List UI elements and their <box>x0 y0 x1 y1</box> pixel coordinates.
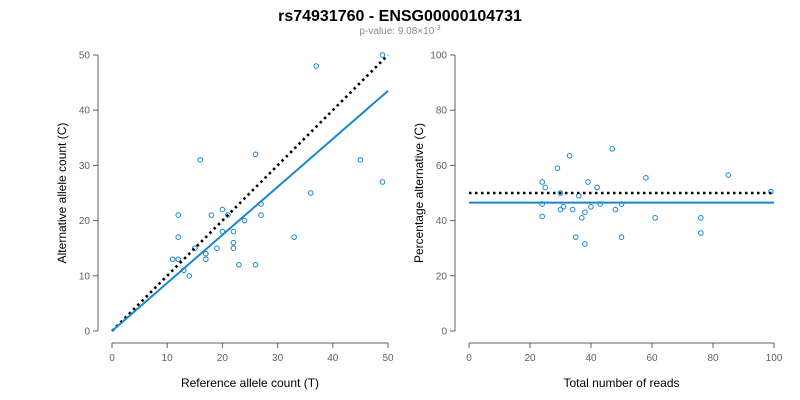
left-data-point <box>291 234 297 240</box>
right-y-tick-label: 0 <box>441 327 447 338</box>
right-y-tick-label: 80 <box>436 106 448 117</box>
right-x-tick-label: 20 <box>524 353 536 364</box>
left-x-tick-label: 30 <box>272 353 284 364</box>
pvalue-exponent: -3 <box>434 25 440 32</box>
right-y-tick-label: 20 <box>436 271 448 282</box>
left-data-point <box>175 234 182 240</box>
left-data-point <box>203 256 209 263</box>
left-data-point <box>241 217 248 224</box>
left-data-point <box>252 261 259 268</box>
left-reference-line <box>111 54 389 332</box>
right-data-point <box>554 165 561 171</box>
left-data-point <box>252 151 259 158</box>
right-y-tick-label: 60 <box>436 161 448 172</box>
chart-title: rs74931760 - ENSG00000104731 <box>278 8 522 25</box>
left-y-tick-label: 10 <box>79 271 91 282</box>
left-data-point <box>230 228 237 235</box>
left-y-axis-label: Alternative allele count (C) <box>55 123 69 264</box>
left-data-point <box>214 245 220 251</box>
left-y-tick-label: 0 <box>84 327 90 338</box>
right-data-point <box>566 152 573 159</box>
left-y-tick-label: 40 <box>79 106 91 117</box>
left-x-tick-label: 50 <box>382 353 394 364</box>
right-data-point <box>652 215 658 221</box>
left-data-point <box>186 273 193 279</box>
left-data-point <box>230 239 237 246</box>
left-y-tick-label: 30 <box>79 161 91 172</box>
right-data-point <box>585 179 591 185</box>
right-x-tick-label: 40 <box>585 353 597 364</box>
right-data-point <box>609 146 616 152</box>
right-panel: 0 20 40 60 80 100 0 20 40 60 80 100 Total number of … <box>412 51 783 391</box>
left-panel: 0 10 20 30 40 50 0 10 20 30 40 50 Reference allele c… <box>55 51 394 391</box>
right-data-point <box>725 172 732 178</box>
right-data-point <box>569 206 576 213</box>
right-data-point <box>542 184 549 191</box>
left-x-tick-label: 10 <box>162 353 174 364</box>
right-data-point <box>539 213 546 220</box>
left-x-tick-label: 0 <box>109 353 115 364</box>
left-data-point <box>175 212 182 218</box>
right-data-point <box>643 175 649 181</box>
left-data-point <box>208 212 215 218</box>
left-data-point <box>230 245 237 251</box>
right-data-point <box>557 190 564 196</box>
right-y-tick-label: 100 <box>430 51 447 62</box>
right-data-point <box>572 234 579 240</box>
left-data-point <box>203 250 209 257</box>
left-x-tick-label: 20 <box>217 353 229 364</box>
left-data-point <box>258 212 264 218</box>
left-x-axis-label: Reference allele count (T) <box>181 376 319 390</box>
right-x-tick-label: 60 <box>646 353 658 364</box>
right-data-point <box>594 184 600 191</box>
left-y-tick-label: 50 <box>79 51 91 62</box>
right-x-tick-label: 80 <box>707 353 719 364</box>
right-data-point <box>582 209 588 216</box>
right-data-point <box>579 215 585 221</box>
left-y-tick-label: 20 <box>79 216 91 227</box>
left-data-point <box>313 63 320 69</box>
left-data-point <box>197 157 204 163</box>
chart-subtitle: p-value: 9.08×10-3 <box>359 25 440 37</box>
right-y-tick-label: 40 <box>436 216 448 227</box>
left-data-point <box>169 256 176 263</box>
left-fit-line <box>111 90 389 332</box>
left-data-point <box>192 245 198 251</box>
right-x-axis-label: Total number of reads <box>563 376 679 390</box>
left-data-point <box>236 261 242 268</box>
left-data-point <box>379 52 386 58</box>
right-data-point <box>539 179 546 185</box>
left-x-tick-label: 40 <box>327 353 339 364</box>
right-data-point <box>560 204 567 210</box>
left-data-point <box>357 157 364 163</box>
right-data-point <box>698 215 704 221</box>
left-data-point <box>219 206 226 213</box>
right-x-tick-label: 100 <box>766 353 783 364</box>
right-x-tick-label: 0 <box>466 353 472 364</box>
right-data-point <box>618 234 625 240</box>
right-data-point <box>698 230 704 236</box>
left-data-point <box>307 190 314 196</box>
right-data-point <box>557 206 564 213</box>
right-y-axis-label: Percentage alternative (C) <box>412 123 426 263</box>
left-data-point <box>225 212 231 218</box>
right-data-point <box>612 206 619 213</box>
right-data-point <box>582 241 588 247</box>
pvalue-text: p-value: 9.08×10 <box>359 26 434 37</box>
left-data-point <box>175 256 182 263</box>
left-data-point <box>379 179 386 185</box>
right-data-point <box>588 204 594 210</box>
